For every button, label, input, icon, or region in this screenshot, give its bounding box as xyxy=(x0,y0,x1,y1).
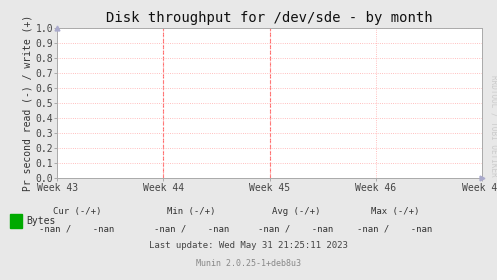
Text: Last update: Wed May 31 21:25:11 2023: Last update: Wed May 31 21:25:11 2023 xyxy=(149,241,348,250)
Text: Munin 2.0.25-1+deb8u3: Munin 2.0.25-1+deb8u3 xyxy=(196,259,301,268)
Text: RRDTOOL / TOBI OETIKER: RRDTOOL / TOBI OETIKER xyxy=(489,75,497,177)
Text: Min (-/+): Min (-/+) xyxy=(167,207,216,216)
Text: Avg (-/+): Avg (-/+) xyxy=(271,207,320,216)
Text: -nan /    -nan: -nan / -nan xyxy=(39,224,115,233)
Text: Bytes: Bytes xyxy=(26,216,55,226)
Text: -nan /    -nan: -nan / -nan xyxy=(154,224,229,233)
Text: -nan /    -nan: -nan / -nan xyxy=(357,224,433,233)
Text: Cur (-/+): Cur (-/+) xyxy=(53,207,101,216)
Text: Max (-/+): Max (-/+) xyxy=(371,207,419,216)
Title: Disk throughput for /dev/sde - by month: Disk throughput for /dev/sde - by month xyxy=(106,11,433,25)
Text: -nan /    -nan: -nan / -nan xyxy=(258,224,333,233)
Y-axis label: Pr second read (-) / write (+): Pr second read (-) / write (+) xyxy=(22,15,33,191)
